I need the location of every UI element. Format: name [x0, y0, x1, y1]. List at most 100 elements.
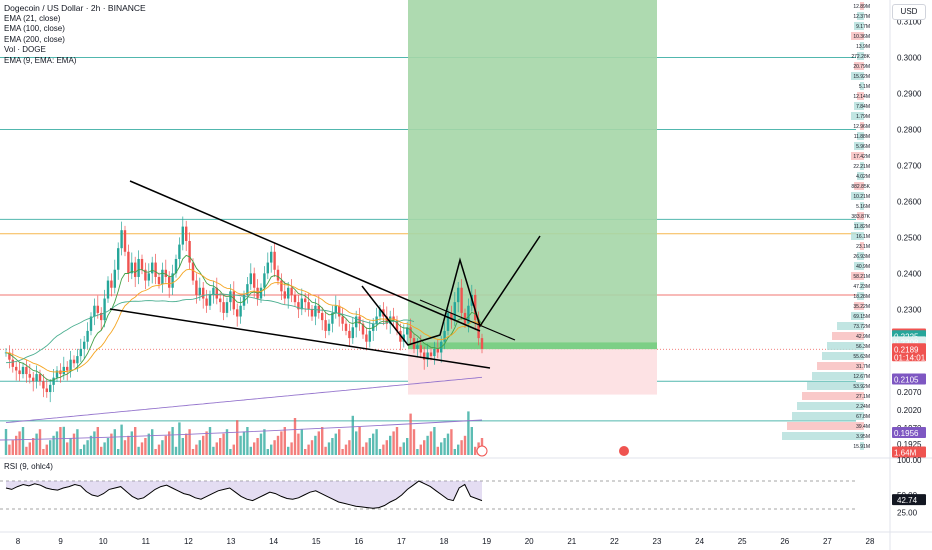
volume-profile-row — [860, 2, 864, 10]
volume-bar — [181, 438, 184, 455]
candle-body — [181, 226, 184, 245]
price-tick: 0.2500 — [897, 233, 922, 242]
candle-body — [327, 323, 331, 331]
legend-ema200[interactable]: EMA (200, close) — [4, 34, 65, 44]
candle-body — [446, 312, 450, 331]
flag-icon — [619, 446, 629, 456]
candle-body — [239, 305, 242, 317]
currency-button[interactable]: USD — [892, 4, 926, 20]
candle-body — [467, 305, 470, 324]
price-tick: 0.2300 — [897, 305, 922, 314]
volume-profile-label: 15.92M — [853, 74, 870, 80]
ema9-line — [5, 254, 483, 381]
candle-body — [52, 377, 55, 385]
volume-bar — [378, 449, 382, 455]
volume-profile-row — [854, 22, 864, 30]
volume-bar — [372, 433, 375, 455]
time-tick: 22 — [610, 537, 619, 546]
volume-bar — [38, 429, 42, 455]
legend-ema9[interactable]: EMA (9, EMA: EMA) — [4, 55, 77, 65]
candle-body — [253, 273, 256, 288]
volume-bar — [100, 446, 103, 455]
volume-bar — [259, 433, 263, 455]
volume-bar — [256, 438, 259, 455]
candle-body — [168, 276, 171, 288]
stop-zone — [408, 349, 657, 395]
volume-profile-row — [832, 332, 864, 340]
price-tag-4 — [892, 373, 926, 385]
volume-bar — [205, 431, 208, 455]
candle-body — [103, 298, 106, 321]
candle-body — [304, 298, 307, 303]
price-tag-3 — [892, 343, 926, 362]
volume-profile-row — [851, 152, 864, 160]
volume-profile-label: 272.28K — [851, 54, 870, 60]
candle-body — [460, 287, 463, 313]
volume-bar — [457, 444, 460, 455]
legend-ema21[interactable]: EMA (21, close) — [4, 13, 61, 23]
candle-body — [188, 240, 191, 263]
volume-profile-label: 383.87K — [851, 214, 870, 220]
legend-ema100[interactable]: EMA (100, close) — [4, 24, 65, 33]
candle-body — [205, 298, 208, 306]
price-tick: 0.2600 — [897, 197, 922, 206]
volume-bar — [310, 440, 314, 455]
candle-body — [293, 294, 297, 303]
volume-bar — [147, 433, 150, 455]
volume-profile-row — [854, 302, 864, 310]
legend-volume[interactable]: Vol · DOGE — [4, 45, 46, 54]
price-tick: 0.1925 — [897, 440, 922, 449]
price-tick: 0.3100 — [897, 18, 922, 27]
volume-bar — [59, 427, 62, 455]
time-tick: 15 — [312, 537, 321, 546]
candle-body — [18, 370, 21, 375]
volume-profile-row — [787, 422, 864, 430]
candle-body — [392, 316, 395, 321]
candle-body — [246, 284, 249, 295]
volume-profile-label: 42.9M — [856, 334, 870, 340]
volume-bar — [317, 431, 320, 455]
candle-body — [317, 305, 320, 313]
candle-body — [151, 262, 154, 274]
candle-body — [79, 348, 82, 357]
candle-body — [76, 356, 79, 364]
time-tick: 8 — [16, 537, 21, 546]
candle-body — [69, 359, 72, 371]
volume-bar — [446, 433, 450, 455]
time-tick: 20 — [525, 537, 534, 546]
volume-profile-row — [857, 132, 864, 140]
candle-body — [113, 269, 116, 288]
rsi-current-label: 42.74 — [897, 496, 918, 505]
rsi-legend[interactable]: RSI (9, ohlc4) — [4, 462, 53, 471]
volume-bar — [348, 440, 351, 455]
volume-bar — [242, 431, 246, 455]
volume-profile-row — [851, 72, 864, 80]
volume-profile-label: 5.1M — [859, 84, 870, 90]
candle-body — [310, 309, 314, 317]
volume-bar — [249, 446, 252, 455]
volume-bar — [117, 449, 120, 455]
candle-body — [198, 287, 201, 295]
symbol-title[interactable]: Dogecoin / US Dollar · 2h · BINANCE — [4, 3, 146, 13]
candle-body — [96, 305, 99, 313]
volume-profile-label: 23.1M — [856, 244, 870, 250]
volume-profile-row — [860, 442, 864, 450]
countdown-label: 01:14:01 — [894, 353, 926, 362]
volume-profile-row — [827, 342, 864, 350]
volume-bar — [467, 411, 470, 455]
price-tick: 0.2070 — [897, 388, 922, 397]
candle-body — [368, 330, 371, 342]
volume-bar — [52, 435, 55, 455]
volume-profile-label: 55.63M — [853, 354, 870, 360]
candle-body — [338, 305, 341, 317]
volume-profile-label: 2.24M — [856, 404, 870, 410]
price-tick: 0.2400 — [897, 269, 922, 278]
rsi-tick: 100.00 — [897, 456, 922, 465]
volume-bar — [188, 429, 191, 455]
volume-bar — [239, 435, 242, 455]
volume-bar — [409, 413, 412, 455]
candle-body — [32, 377, 35, 382]
rsi-fill — [6, 481, 482, 509]
volume-bar — [49, 440, 52, 455]
